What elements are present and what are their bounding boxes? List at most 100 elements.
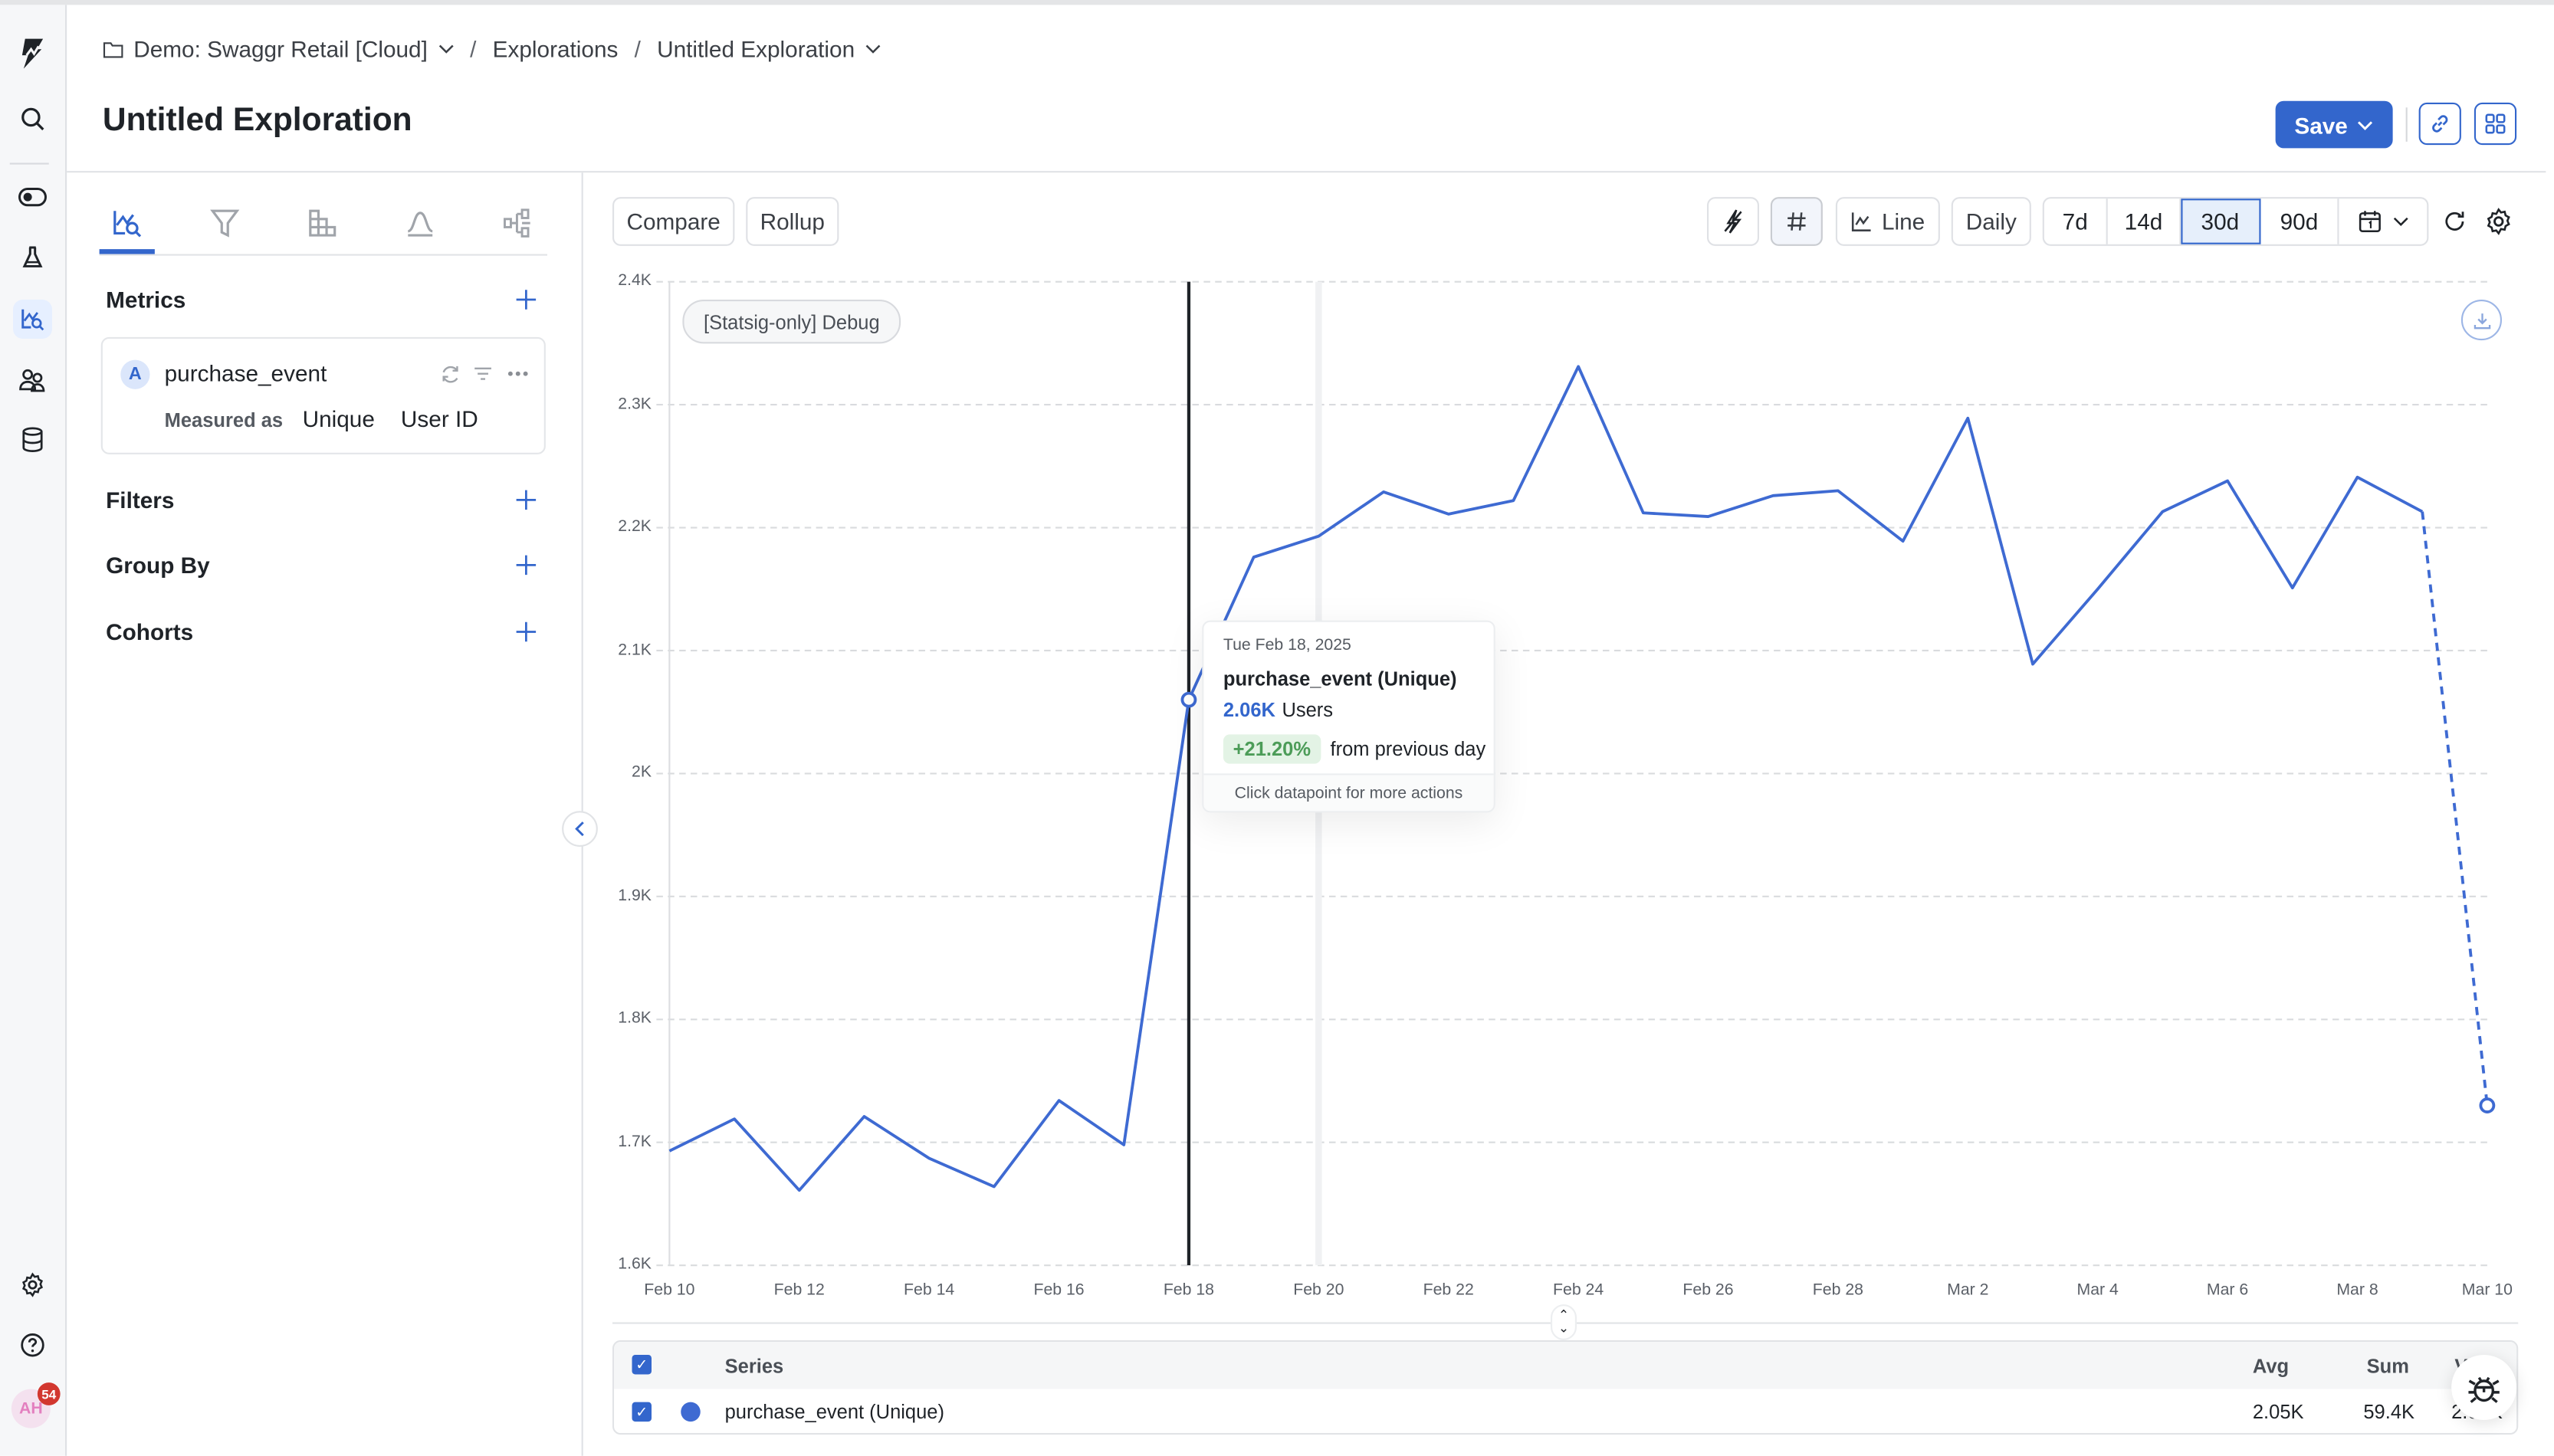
tooltip-change-suffix: from previous day xyxy=(1330,737,1486,761)
add-filter-plus-icon[interactable] xyxy=(515,489,538,512)
resize-handle[interactable]: ⌃ ⌄ xyxy=(1551,1304,1577,1340)
breadcrumb-current[interactable]: Untitled Exploration xyxy=(657,35,855,62)
table-row[interactable]: ✓ purchase_event (Unique) 2.05K 59.4K 2.… xyxy=(614,1389,2517,1433)
x-tick-label: Feb 12 xyxy=(773,1281,825,1300)
download-button[interactable] xyxy=(2460,300,2502,341)
row-avg: 2.05K xyxy=(2252,1400,2304,1424)
debug-pill-button[interactable]: [Statsig-only] Debug xyxy=(682,300,901,344)
tab-user-journeys[interactable] xyxy=(491,198,546,248)
x-tick-label: Mar 4 xyxy=(2076,1281,2119,1300)
add-metric-plus-icon[interactable] xyxy=(515,288,538,311)
unit-id-select[interactable]: User ID xyxy=(400,405,478,432)
metrics-drilldown-icon xyxy=(113,211,142,238)
row-series: purchase_event (Unique) xyxy=(724,1400,944,1424)
tab-metrics-drilldown[interactable] xyxy=(99,198,155,254)
range-7d[interactable]: 7d xyxy=(2044,198,2108,244)
chevron-up-icon: ⌃ xyxy=(1558,1307,1570,1323)
table-header: ✓ Series Avg Sum V... xyxy=(614,1342,2517,1389)
chevron-down-icon[interactable] xyxy=(438,44,454,54)
more-options-icon[interactable] xyxy=(505,363,531,385)
group-by-section-label: Group By xyxy=(106,552,210,579)
collapse-panel-button[interactable] xyxy=(562,811,598,847)
report-bug-button[interactable] xyxy=(2451,1355,2517,1420)
chart-settings-gear-icon[interactable] xyxy=(2484,207,2513,236)
chart-plot-area[interactable] xyxy=(586,261,2554,1319)
y-tick-label: 2.4K xyxy=(618,271,652,290)
chart-type-select[interactable]: Line xyxy=(1835,197,1940,246)
col-series[interactable]: Series xyxy=(724,1355,784,1378)
x-tick-label: Feb 14 xyxy=(904,1281,955,1300)
date-range-segmented: 7d 14d 30d 90d xyxy=(2042,197,2429,246)
refresh-icon[interactable] xyxy=(2441,208,2467,234)
select-all-checkbox[interactable]: ✓ xyxy=(632,1355,652,1375)
x-tick-label: Feb 22 xyxy=(1423,1281,1474,1300)
range-14d[interactable]: 14d xyxy=(2108,198,2181,244)
download-icon xyxy=(2473,313,2490,329)
x-tick-label: Feb 20 xyxy=(1293,1281,1344,1300)
metric-card[interactable]: A purchase_event Measured as Unique User… xyxy=(100,336,546,454)
rollup-button[interactable]: Rollup xyxy=(746,197,839,246)
chevron-left-icon xyxy=(575,821,584,837)
breadcrumb-project[interactable]: Demo: Swaggr Retail [Cloud] xyxy=(133,35,428,62)
y-tick-label: 1.6K xyxy=(618,1255,652,1274)
compare-button[interactable]: Compare xyxy=(612,197,735,246)
add-to-dashboard-button[interactable] xyxy=(2474,102,2517,146)
col-sum[interactable]: Sum xyxy=(2366,1355,2409,1378)
retention-grid-icon xyxy=(309,209,336,237)
y-tick-label: 2.3K xyxy=(618,395,652,413)
save-label: Save xyxy=(2294,111,2348,138)
metric-name[interactable]: purchase_event xyxy=(164,359,327,386)
folder-icon xyxy=(103,41,123,57)
line-chart[interactable]: 1.6K 1.7K 1.8K 1.9K 2K 2.1K 2.2K 2.3K 2.4K Feb 1… xyxy=(586,261,2554,1319)
metric-actions xyxy=(440,363,531,385)
tab-funnel[interactable] xyxy=(197,198,252,248)
add-cohort-plus-icon[interactable] xyxy=(515,621,538,644)
feature-gate-toggle-icon[interactable] xyxy=(13,178,52,217)
breadcrumb-explorations[interactable]: Explorations xyxy=(492,35,619,62)
save-button[interactable]: Save xyxy=(2275,100,2393,149)
y-tick-label: 1.7K xyxy=(618,1132,652,1151)
anomaly-toggle-button[interactable] xyxy=(1707,197,1759,246)
distribution-curve-icon xyxy=(407,212,433,237)
add-group-by-plus-icon[interactable] xyxy=(515,554,538,577)
tab-distribution[interactable] xyxy=(392,198,448,248)
aggregation-select[interactable]: Unique xyxy=(302,405,375,432)
metrics-explorer-icon[interactable] xyxy=(13,300,52,339)
custom-date-picker[interactable] xyxy=(2339,198,2428,244)
database-icon[interactable] xyxy=(13,420,52,459)
breadcrumb-separator: / xyxy=(634,35,641,62)
measured-as-row: Measured as Unique User ID xyxy=(165,405,478,431)
x-tick-label: Feb 10 xyxy=(644,1281,695,1300)
row-checkbox[interactable]: ✓ xyxy=(632,1402,652,1422)
grid-icon xyxy=(2485,113,2506,134)
x-tick-label: Feb 24 xyxy=(1553,1281,1604,1300)
tooltip-change-row: +21.20% from previous day xyxy=(1223,734,1486,764)
show-values-toggle-button[interactable] xyxy=(1770,197,1823,246)
y-tick-label: 2.1K xyxy=(618,641,652,659)
tab-retention[interactable] xyxy=(295,198,350,248)
tooltip-value: 2.06K xyxy=(1223,698,1275,722)
chevron-down-icon[interactable] xyxy=(865,44,881,54)
hash-icon xyxy=(1787,212,1806,231)
x-tick-label: Feb 28 xyxy=(1812,1281,1863,1300)
help-question-icon[interactable] xyxy=(13,1326,52,1365)
range-30d[interactable]: 30d xyxy=(2181,198,2261,244)
page-title: Untitled Exploration xyxy=(102,102,412,139)
tooltip-value-row: 2.06K Users xyxy=(1223,699,1333,722)
explore-type-tabs xyxy=(99,195,547,256)
filter-lines-icon[interactable] xyxy=(472,363,494,385)
copy-link-button[interactable] xyxy=(2418,102,2461,146)
granularity-select[interactable]: Daily xyxy=(1951,197,2031,246)
nav-rail: AH 54 xyxy=(0,5,67,1456)
experiments-flask-icon[interactable] xyxy=(13,238,52,277)
users-icon[interactable] xyxy=(13,360,52,399)
refresh-cycle-icon[interactable] xyxy=(440,363,461,385)
statsig-logo-icon[interactable] xyxy=(13,34,52,74)
col-avg[interactable]: Avg xyxy=(2252,1355,2290,1378)
search-icon[interactable] xyxy=(13,100,52,139)
x-tick-label: Feb 26 xyxy=(1682,1281,1734,1300)
settings-gear-icon[interactable] xyxy=(13,1265,52,1304)
range-90d[interactable]: 90d xyxy=(2261,198,2339,244)
x-tick-label: Mar 6 xyxy=(2206,1281,2249,1300)
